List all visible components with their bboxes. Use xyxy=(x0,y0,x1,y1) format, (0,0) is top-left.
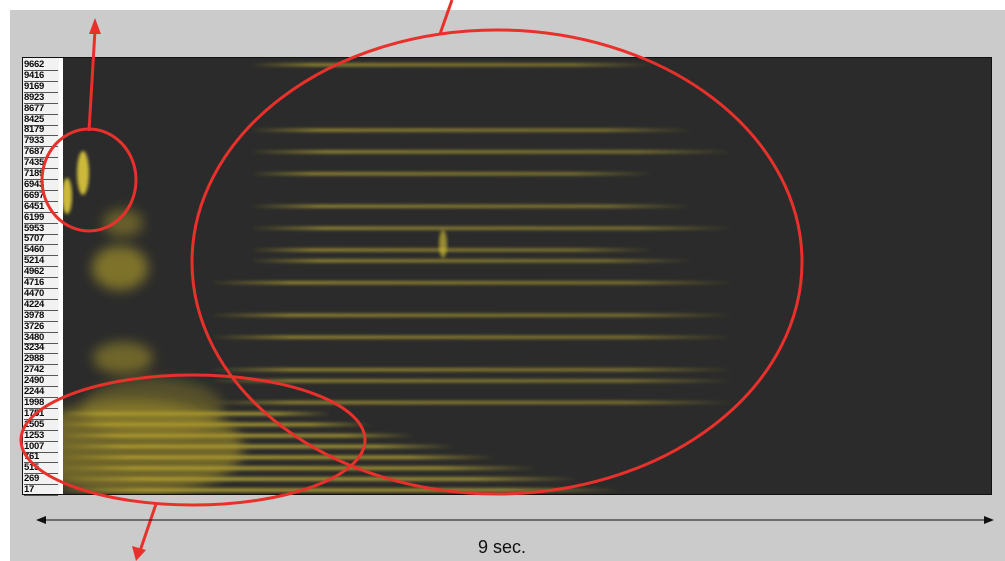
frequency-label: 17 xyxy=(24,485,58,497)
frequency-label: 5460 xyxy=(24,245,58,257)
frequency-label: 4224 xyxy=(24,299,58,311)
spectrogram-plot xyxy=(63,63,733,494)
energy-blob xyxy=(92,246,148,290)
energy-blob xyxy=(83,378,223,438)
harmonic-band xyxy=(253,172,653,176)
harmonic-band xyxy=(253,248,653,252)
harmonic-band xyxy=(213,368,733,372)
frequency-label: 9416 xyxy=(24,70,58,82)
frequency-label: 4470 xyxy=(24,288,58,300)
harmonic-band xyxy=(213,281,733,285)
frequency-label: 2988 xyxy=(24,354,58,366)
frequency-label: 8425 xyxy=(24,114,58,126)
frequency-label: 8923 xyxy=(24,92,58,104)
frequency-label: 3978 xyxy=(24,310,58,322)
energy-blob xyxy=(103,209,143,237)
onset-energy xyxy=(63,151,447,494)
frequency-label: 3480 xyxy=(24,332,58,344)
energy-blob xyxy=(439,230,447,258)
frequency-label: 1253 xyxy=(24,430,58,442)
harmonic-band xyxy=(213,313,733,317)
spectrogram: 9662 9416 9169 8923 8677 8425 8179 7933 7687 7435… xyxy=(22,57,992,497)
harmonic-band xyxy=(213,335,733,339)
frequency-label: 5707 xyxy=(24,234,58,246)
harmonic-band xyxy=(253,259,693,263)
frequency-label: 9169 xyxy=(24,81,58,93)
frequency-scale: 9662 9416 9169 8923 8677 8425 8179 7933 7687 7435… xyxy=(23,58,63,497)
energy-blob xyxy=(93,342,153,374)
harmonic-band xyxy=(253,150,733,154)
frequency-label: 4962 xyxy=(24,267,58,279)
frequency-label: 5953 xyxy=(24,223,58,235)
harmonic-band xyxy=(253,63,653,67)
harmonic-band xyxy=(253,204,693,208)
frequency-label: 3726 xyxy=(24,321,58,333)
harmonic-band xyxy=(253,128,693,132)
frequency-label: 9662 xyxy=(24,60,58,71)
frequency-label: 5214 xyxy=(24,256,58,268)
frequency-label: 6199 xyxy=(24,212,58,224)
energy-blob xyxy=(63,178,72,214)
frequency-label: 8677 xyxy=(24,103,58,115)
harmonic-band xyxy=(213,401,733,404)
frequency-label: 4716 xyxy=(24,278,58,289)
harmonic-band xyxy=(213,379,733,383)
energy-blob xyxy=(77,151,89,195)
harmonic-band xyxy=(253,226,733,230)
time-axis-label: 9 sec. xyxy=(478,537,527,557)
frequency-label: 3234 xyxy=(24,343,58,355)
